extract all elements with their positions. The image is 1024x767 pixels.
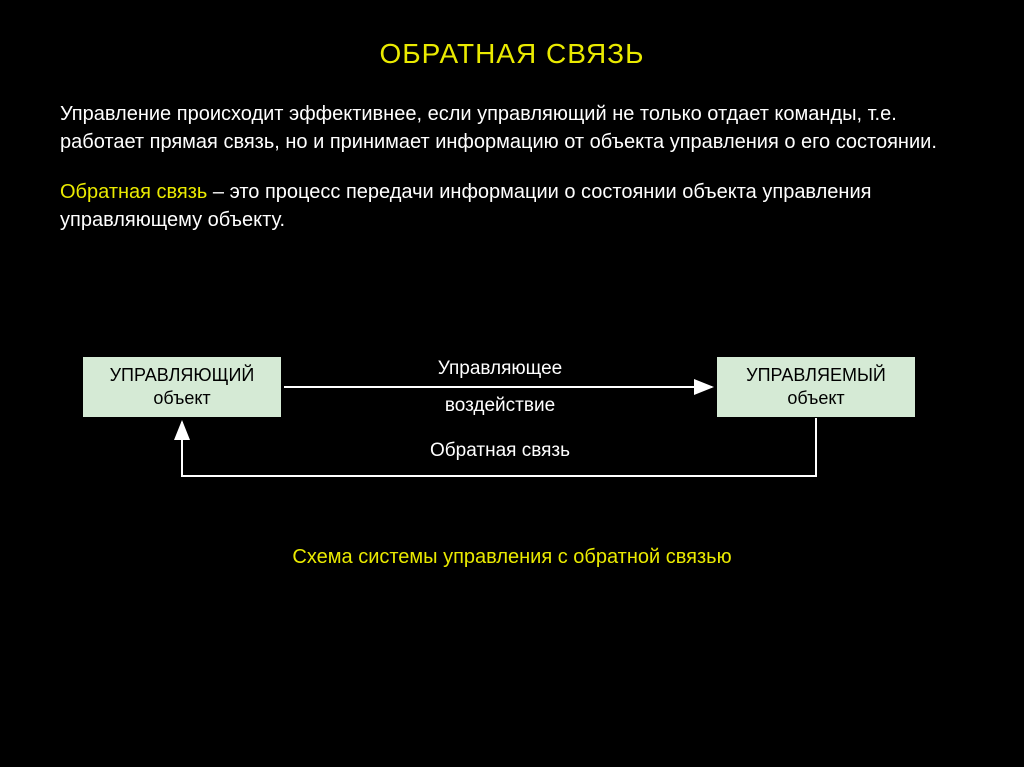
paragraph-1: Управление происходит эффективнее, если … [60,100,964,156]
edge-forward-label-1: Управляющее [300,358,700,380]
diagram-caption: Схема системы управления с обратной связ… [0,546,1024,569]
slide-title: ОБРАТНАЯ СВЯЗЬ [0,0,1024,70]
edge-forward-label-2: воздействие [300,395,700,417]
definition-term: Обратная связь [60,181,207,203]
paragraph-2: Обратная связь – это процесс передачи ин… [60,178,964,234]
edge-feedback-label: Обратная связь [300,440,700,462]
